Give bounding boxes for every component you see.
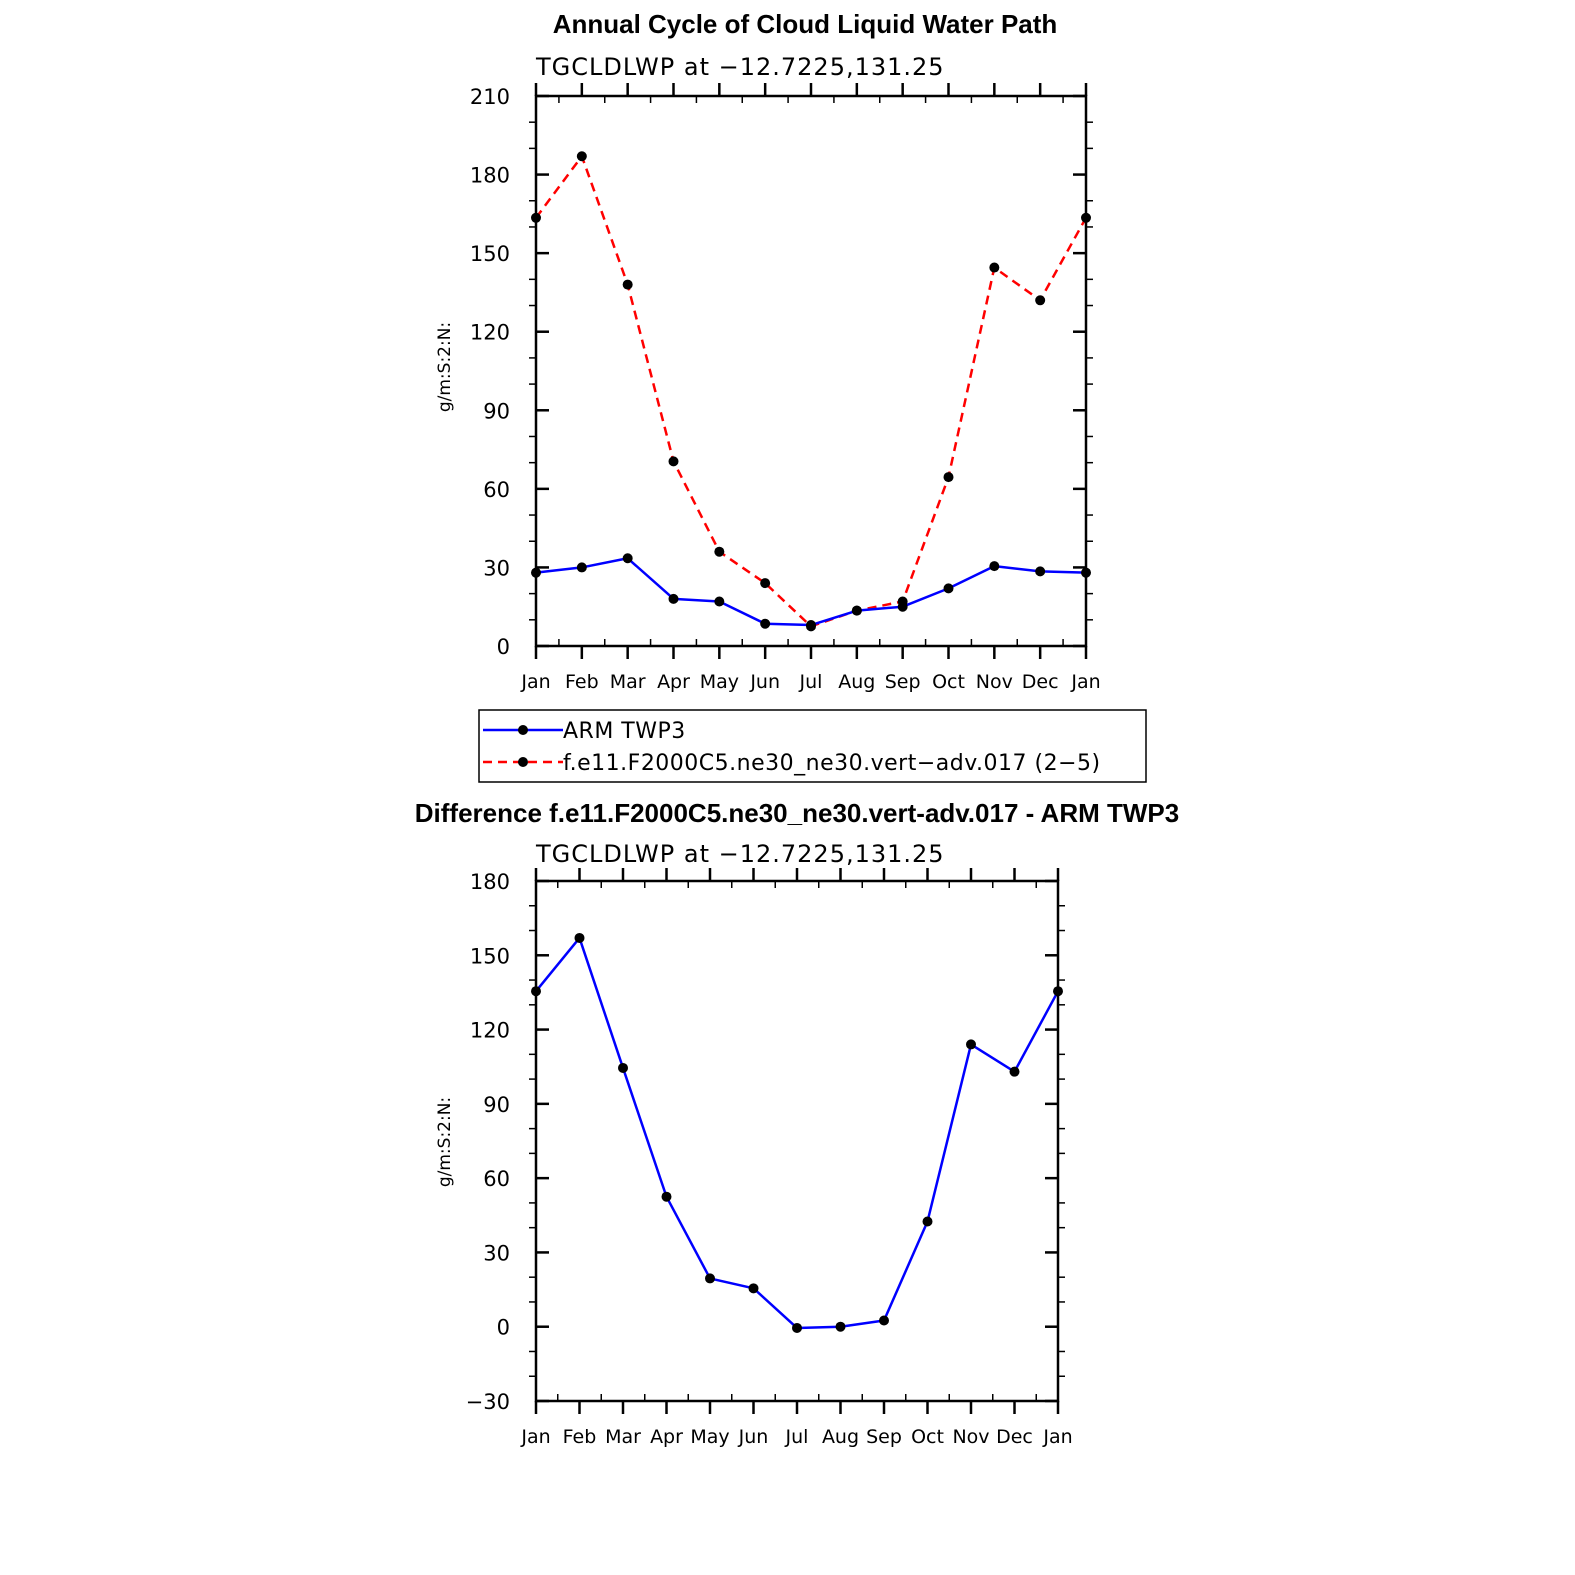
series-layer bbox=[531, 151, 1091, 632]
data-point bbox=[943, 472, 954, 483]
x-tick-label: Sep bbox=[885, 671, 921, 693]
data-point bbox=[922, 1216, 933, 1227]
data-point bbox=[989, 561, 1000, 572]
y-tick-label: 180 bbox=[470, 870, 510, 894]
x-tick-label: Apr bbox=[657, 671, 690, 693]
data-point bbox=[668, 593, 679, 604]
data-point bbox=[714, 546, 725, 557]
x-tick-label: Jan bbox=[1070, 671, 1100, 693]
x-tick-label: Jul bbox=[799, 671, 823, 693]
x-tick-label: Jan bbox=[1042, 1426, 1072, 1448]
y-tick-label: 90 bbox=[483, 1093, 510, 1117]
y-tick-label: 210 bbox=[470, 85, 510, 109]
y-tick-label: −30 bbox=[466, 1390, 510, 1414]
x-tick-label: Feb bbox=[565, 671, 599, 693]
legend: ARM TWP3 f.e11.F2000C5.ne30_ne30.vert−ad… bbox=[478, 709, 1147, 783]
x-tick-label: Oct bbox=[911, 1426, 944, 1448]
x-tick-label: May bbox=[690, 1426, 729, 1448]
data-point bbox=[879, 1315, 889, 1326]
chart-subtitle: TGCLDLWP at −12.7225,131.25 bbox=[535, 53, 945, 81]
y-tick-label: 0 bbox=[497, 635, 510, 659]
plot-frame bbox=[534, 94, 1088, 648]
x-tick-label: Aug bbox=[838, 671, 875, 693]
chart-title: Annual Cycle of Cloud Liquid Water Path bbox=[553, 9, 1058, 39]
x-tick-label: May bbox=[700, 671, 739, 693]
y-tick-label: 90 bbox=[483, 399, 510, 423]
data-point bbox=[661, 1191, 672, 1202]
data-point bbox=[1035, 295, 1046, 306]
data-point bbox=[668, 456, 679, 467]
data-point bbox=[1035, 566, 1046, 577]
y-tick-label: 150 bbox=[470, 944, 510, 968]
y-tick-label: 60 bbox=[483, 1167, 510, 1191]
y-tick-label: 180 bbox=[470, 164, 510, 188]
data-point bbox=[943, 583, 954, 594]
legend-marker-model bbox=[518, 757, 528, 767]
data-point bbox=[792, 1322, 802, 1333]
series-layer bbox=[531, 932, 1063, 1333]
x-tick-label: Dec bbox=[1022, 671, 1059, 693]
x-tick-label: Jan bbox=[520, 671, 550, 693]
data-point bbox=[576, 151, 587, 162]
data-point bbox=[760, 578, 771, 589]
legend-marker-arm-twp3 bbox=[518, 725, 528, 735]
x-tick-label: Oct bbox=[932, 671, 965, 693]
legend-label-model: f.e11.F2000C5.ne30_ne30.vert−adv.017 (2−… bbox=[563, 751, 1101, 776]
data-point bbox=[989, 262, 1000, 273]
data-point bbox=[966, 1039, 976, 1050]
x-tick-label: Apr bbox=[650, 1426, 683, 1448]
x-tick-label: Jun bbox=[749, 671, 780, 693]
y-tick-label: 120 bbox=[470, 321, 510, 345]
x-tick-label: Nov bbox=[952, 1426, 989, 1448]
data-point bbox=[574, 932, 585, 943]
y-tick-label: 30 bbox=[483, 1241, 510, 1265]
series-line bbox=[534, 154, 1088, 628]
difference-panel: Difference f.e11.F2000C5.ne30_ne30.vert-… bbox=[415, 798, 1179, 1448]
data-point bbox=[897, 596, 908, 607]
chart-subtitle: TGCLDLWP at −12.7225,131.25 bbox=[535, 840, 945, 868]
x-tick-label: Feb bbox=[563, 1426, 597, 1448]
x-tick-label: Jun bbox=[738, 1426, 769, 1448]
chart-title: Difference f.e11.F2000C5.ne30_ne30.vert-… bbox=[415, 798, 1179, 828]
y-tick-label: 150 bbox=[470, 242, 510, 266]
series-line bbox=[535, 936, 1060, 1330]
legend-entry-arm-twp3: ARM TWP3 bbox=[483, 719, 686, 744]
y-axis-label: g/m:S:2:N: bbox=[435, 1097, 455, 1187]
data-point bbox=[760, 618, 771, 629]
data-point bbox=[806, 621, 816, 632]
x-tick-label: Aug bbox=[822, 1426, 859, 1448]
legend-entry-model: f.e11.F2000C5.ne30_ne30.vert−adv.017 (2−… bbox=[483, 751, 1101, 776]
x-tick-label: Nov bbox=[976, 671, 1013, 693]
series-line bbox=[535, 557, 1087, 627]
y-tick-label: 120 bbox=[470, 1019, 510, 1043]
y-tick-label: 30 bbox=[483, 556, 510, 580]
data-point bbox=[622, 279, 633, 290]
legend-box bbox=[478, 709, 1147, 783]
x-tick-label: Sep bbox=[866, 1426, 902, 1448]
annual-cycle-panel: Annual Cycle of Cloud Liquid Water Path … bbox=[435, 9, 1101, 693]
y-axis-label: g/m:S:2:N: bbox=[435, 322, 455, 412]
data-point bbox=[622, 553, 633, 564]
legend-label-arm-twp3: ARM TWP3 bbox=[563, 719, 686, 744]
data-point bbox=[835, 1321, 846, 1332]
y-tick-label: 60 bbox=[483, 478, 510, 502]
data-point bbox=[851, 605, 862, 616]
x-tick-label: Jul bbox=[785, 1426, 809, 1448]
x-tick-label: Dec bbox=[996, 1426, 1033, 1448]
y-tick-label: 0 bbox=[497, 1316, 510, 1340]
plot-frame bbox=[534, 879, 1060, 1403]
x-tick-label: Mar bbox=[605, 1426, 641, 1448]
x-tick-label: Jan bbox=[520, 1426, 550, 1448]
axes-ticks: −30 0 30 60 90 120 150 180 Jan Feb Mar Apr May Jun Jul… bbox=[466, 868, 1073, 1448]
data-point bbox=[1009, 1066, 1020, 1077]
x-tick-label: Mar bbox=[610, 671, 646, 693]
axes-ticks: 0 30 60 90 120 150 180 210 Jan Feb Mar Apr May Jun Jul… bbox=[470, 83, 1101, 693]
data-point bbox=[705, 1273, 715, 1284]
data-point bbox=[714, 596, 725, 607]
data-point bbox=[576, 562, 587, 573]
data-point bbox=[748, 1283, 759, 1294]
data-point bbox=[618, 1062, 628, 1073]
